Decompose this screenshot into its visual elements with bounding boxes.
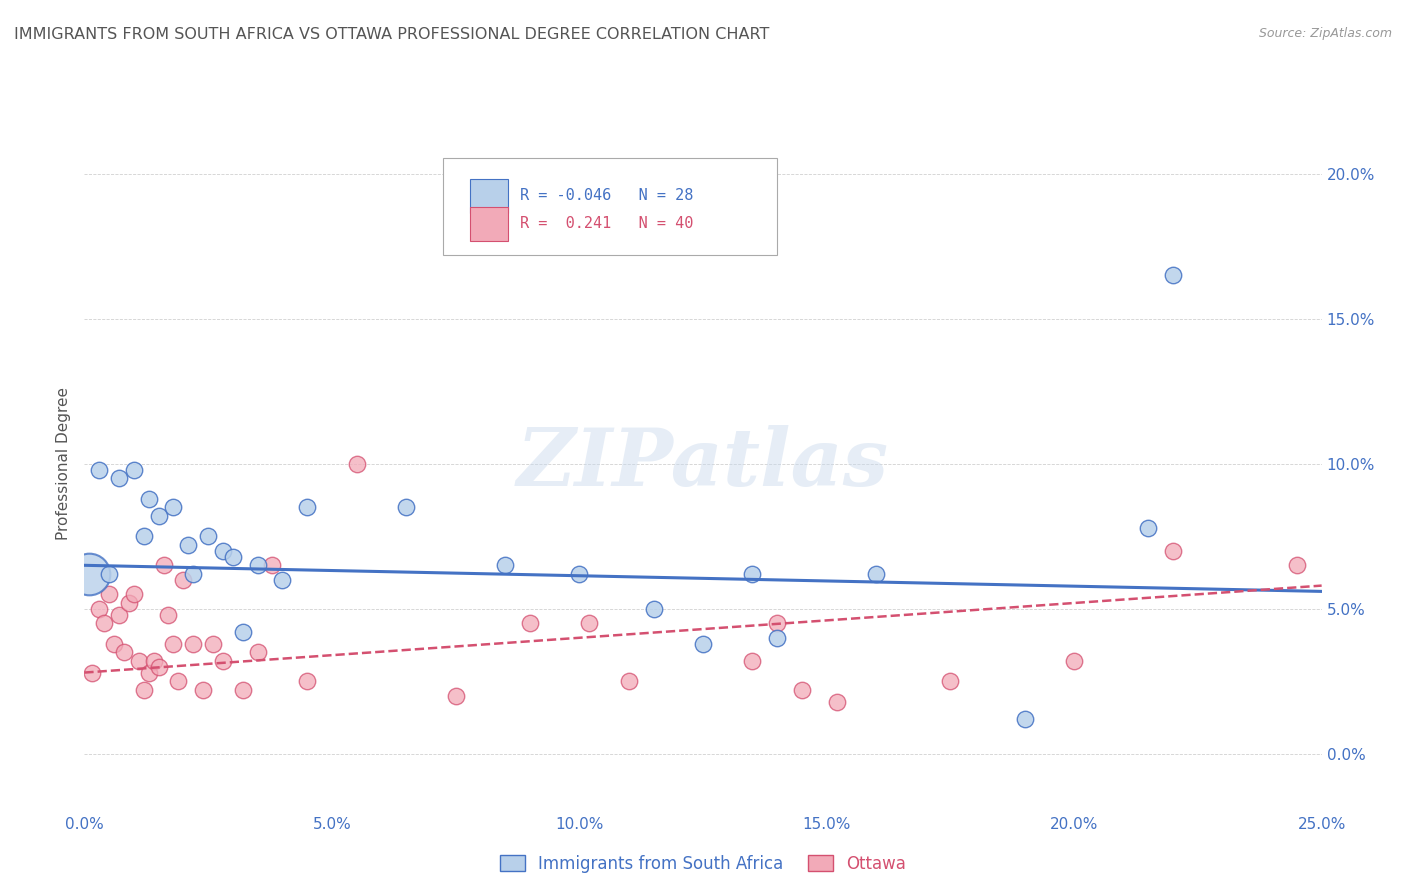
Point [790,683,813,698]
Text: ZIPatlas: ZIPatlas [517,425,889,502]
Point [578,616,600,631]
Point [79,567,101,582]
Point [132,529,155,543]
Y-axis label: Professional Degree: Professional Degree [56,387,72,541]
Point [568,567,591,582]
Point [519,616,541,631]
Point [89,602,111,616]
Point [181,637,204,651]
Point [692,637,714,651]
Point [1161,268,1184,283]
Point [122,587,145,601]
Point [118,596,141,610]
Point [162,637,184,651]
Text: R =  0.241   N = 40: R = 0.241 N = 40 [520,216,693,231]
Point [138,491,160,506]
Point [246,558,269,573]
Point [103,637,125,651]
Point [172,573,194,587]
Point [444,689,467,703]
Point [122,462,145,476]
Point [167,674,190,689]
Point [617,674,640,689]
Point [98,587,121,601]
Point [262,558,284,573]
Point [112,645,135,659]
Text: Source: ZipAtlas.com: Source: ZipAtlas.com [1258,27,1392,40]
Point [246,645,269,659]
Point [766,631,789,645]
Point [1137,521,1160,535]
Point [395,500,418,515]
Point [825,694,848,708]
Point [93,616,115,631]
Point [212,544,235,558]
Point [162,500,184,515]
Point [741,567,763,582]
Point [98,567,121,582]
Point [138,665,160,680]
Point [232,624,254,639]
Point [212,654,235,668]
FancyBboxPatch shape [471,179,508,212]
Point [643,602,665,616]
Text: R = -0.046   N = 28: R = -0.046 N = 28 [520,188,693,203]
Point [128,654,150,668]
Point [494,558,516,573]
Text: IMMIGRANTS FROM SOUTH AFRICA VS OTTAWA PROFESSIONAL DEGREE CORRELATION CHART: IMMIGRANTS FROM SOUTH AFRICA VS OTTAWA P… [14,27,769,42]
Point [197,529,219,543]
Point [295,674,318,689]
Point [152,558,174,573]
Point [157,607,180,622]
Point [232,683,254,698]
Point [865,567,887,582]
Point [132,683,155,698]
Point [80,665,103,680]
Point [766,616,789,631]
Point [142,654,165,668]
Point [295,500,318,515]
Point [346,457,368,471]
Point [1014,712,1036,726]
Point [89,462,111,476]
Point [741,654,763,668]
Point [939,674,962,689]
Point [222,549,245,564]
FancyBboxPatch shape [443,158,778,255]
Point [1161,544,1184,558]
Point [1063,654,1085,668]
Legend: Immigrants from South Africa, Ottawa: Immigrants from South Africa, Ottawa [494,848,912,880]
Point [181,567,204,582]
Point [148,660,170,674]
Point [271,573,294,587]
Point [108,471,131,485]
Point [202,637,225,651]
Point [177,538,200,552]
FancyBboxPatch shape [471,207,508,241]
Point [1285,558,1308,573]
Point [148,508,170,523]
Point [191,683,214,698]
Point [108,607,131,622]
